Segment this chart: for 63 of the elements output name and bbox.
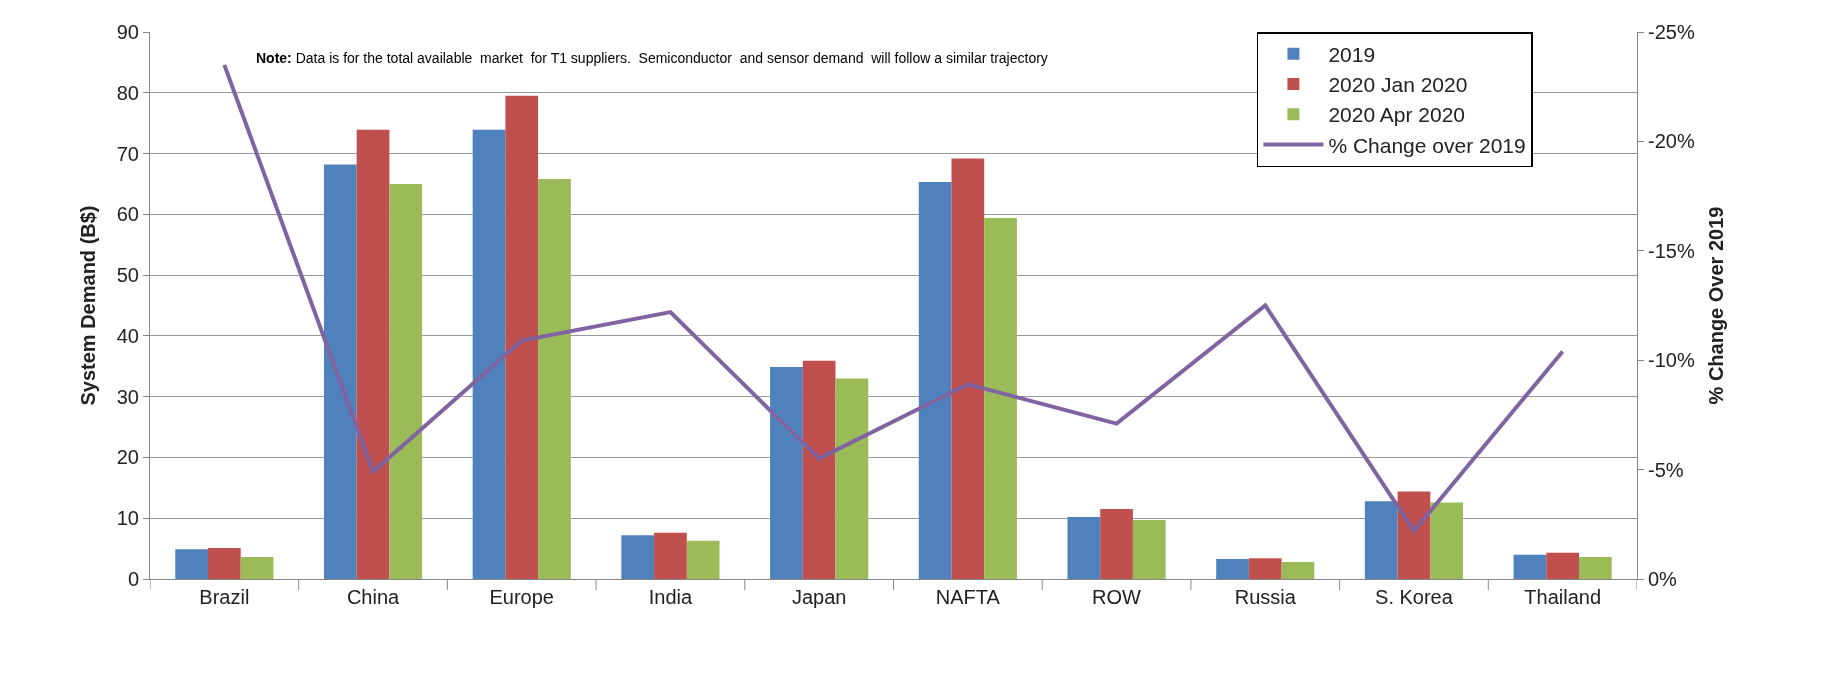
x-tick-label: India (648, 586, 694, 608)
bar (1430, 502, 1464, 579)
y-tick-label: 50 (116, 264, 139, 287)
y2-tick-label: -25% (1648, 21, 1695, 43)
y-tick-label: 20 (116, 446, 139, 469)
bar (323, 164, 357, 579)
legend-label: 2020 Apr 2020 (1328, 103, 1466, 127)
y2-tick-label: -5% (1648, 458, 1684, 481)
bar (1216, 558, 1249, 579)
bar (654, 532, 687, 579)
x-tick-label: S. Korea (1375, 586, 1454, 608)
y-axis-title: System Demand (B$) (77, 205, 100, 406)
bar (538, 179, 571, 579)
y-tick-label: 60 (116, 203, 139, 226)
bar (984, 217, 1017, 579)
bar (686, 540, 720, 579)
y2-tick-label: -10% (1648, 349, 1695, 372)
x-tick-label: ROW (1092, 586, 1142, 608)
y-tick-label: 70 (116, 142, 139, 165)
bar (356, 129, 390, 579)
y2-tick-label: -20% (1648, 130, 1695, 153)
legend-label: % Change over 2019 (1328, 133, 1526, 157)
x-tick-label: Russia (1234, 586, 1297, 608)
bar (1513, 554, 1547, 579)
y-tick-label: 30 (116, 385, 139, 408)
y-tick-label: 0 (127, 568, 139, 590)
legend-label: 2019 (1328, 42, 1376, 66)
bar (1579, 557, 1612, 579)
bar (1067, 517, 1101, 579)
y-tick-label: 80 (116, 81, 139, 104)
annotation: Note: Data is for the total available market for T1 suppliers. Semiconductor and sensor demand will follow a similar trajectory (256, 50, 1048, 66)
bar (1132, 520, 1166, 579)
bar (1546, 552, 1580, 579)
y2-axis-title: % Change Over 2019 (1705, 206, 1728, 405)
bar (621, 535, 655, 579)
bar (770, 366, 803, 579)
y-tick-label: 10 (116, 507, 139, 530)
x-tick-label: Europe (489, 586, 554, 608)
bar (389, 183, 423, 579)
y-tick-label: 90 (116, 21, 139, 43)
bar (505, 95, 539, 579)
bar (1281, 561, 1315, 579)
x-tick-label: Brazil (199, 586, 250, 608)
x-tick-label: Thailand (1524, 586, 1602, 608)
bar (207, 548, 241, 579)
legend-label: 2020 Jan 2020 (1328, 73, 1468, 97)
bar (835, 378, 869, 579)
bar (472, 129, 506, 579)
y2-tick-label: 0% (1648, 568, 1678, 590)
bar (1397, 491, 1431, 579)
x-tick-label: Japan (791, 586, 847, 608)
bar (1100, 509, 1133, 579)
bar (918, 182, 952, 579)
y-tick-label: 40 (116, 324, 139, 347)
bar (240, 557, 274, 579)
x-tick-label: China (346, 586, 401, 608)
bar (802, 360, 836, 579)
y2-tick-label: -15% (1648, 239, 1695, 262)
bar (1364, 501, 1398, 579)
x-tick-label: NAFTA (935, 586, 1001, 608)
bar (951, 158, 985, 579)
bar (1248, 558, 1282, 579)
bar (175, 549, 208, 579)
